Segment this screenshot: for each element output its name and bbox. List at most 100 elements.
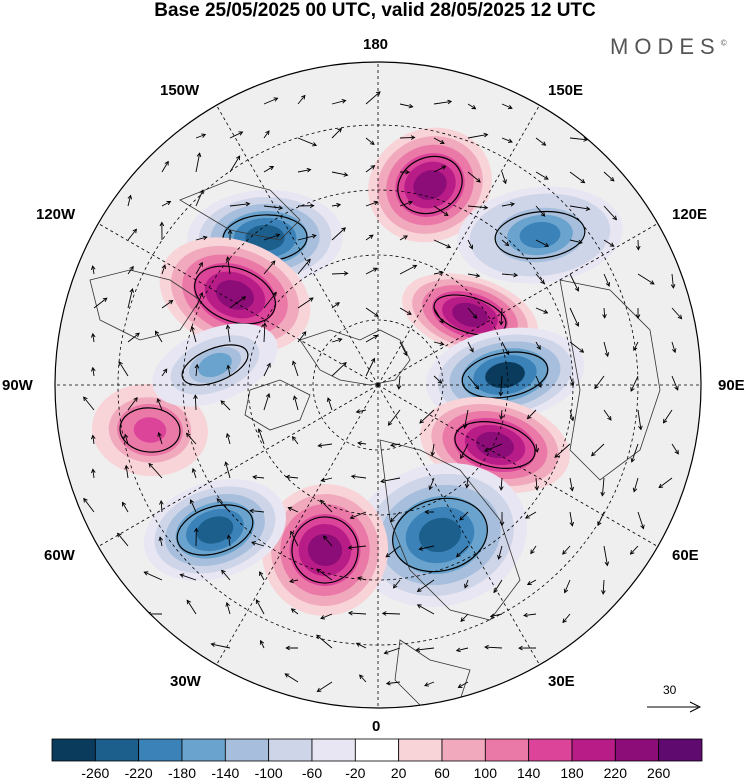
wind-vector <box>118 361 129 377</box>
wind-vector <box>226 364 231 377</box>
wind-vector <box>430 443 436 457</box>
wind-vector <box>225 601 231 615</box>
wind-vector <box>365 267 378 275</box>
wind-vector <box>189 499 197 513</box>
wind-vector <box>433 375 443 384</box>
wind-vector <box>365 234 374 241</box>
wind-vector <box>569 375 575 387</box>
wind-vector <box>390 511 401 523</box>
wind-vector <box>90 265 96 275</box>
wind-vector <box>534 443 540 453</box>
wind-vector <box>569 137 589 142</box>
colorbar-tick-label: 60 <box>434 765 450 781</box>
wind-vector <box>381 611 401 616</box>
wind-vector <box>399 169 411 175</box>
colorbar-tick-label: 100 <box>473 765 497 781</box>
map-title: Base 25/05/2025 00 UTC, valid 28/05/2025… <box>154 0 596 21</box>
wind-vector <box>433 137 445 144</box>
wind-vector <box>399 135 416 140</box>
latitude-circle <box>312 319 444 451</box>
wind-vector <box>284 673 299 683</box>
wind-vector <box>319 499 333 513</box>
wind-vector <box>161 201 172 207</box>
wind-vector <box>671 375 679 391</box>
wind-vector <box>290 608 299 615</box>
wind-vector <box>263 130 270 139</box>
wind-vector <box>501 171 507 185</box>
wind-vector <box>399 307 412 315</box>
wind-vector <box>534 477 540 491</box>
wind-vector <box>535 171 549 180</box>
wind-vector <box>535 137 547 146</box>
wind-vector <box>498 375 504 397</box>
wind-vectors <box>83 91 683 693</box>
wind-vector <box>161 160 169 173</box>
wind-vector <box>603 409 612 421</box>
wind-vector <box>83 497 95 513</box>
colorbar-swatch <box>398 738 443 762</box>
wind-vector <box>633 341 639 352</box>
wind-vector <box>154 330 163 343</box>
wind-vector <box>156 397 163 411</box>
wind-vector <box>259 571 265 581</box>
wind-vector <box>603 545 610 567</box>
wind-vector <box>148 462 163 479</box>
wind-vector <box>499 511 505 527</box>
wind-vector <box>263 165 275 173</box>
wind-vector <box>484 644 503 650</box>
colorbar-tick-label: -220 <box>124 765 153 781</box>
meridian-line <box>377 219 664 386</box>
wind-vector <box>359 674 367 683</box>
wind-vector <box>428 477 435 491</box>
wind-vector <box>671 307 683 320</box>
wind-vector <box>195 189 204 207</box>
wind-vector <box>635 239 641 251</box>
lon-label-30e: 30E <box>548 673 575 690</box>
wind-vector <box>263 291 277 309</box>
wind-vector <box>603 341 610 358</box>
wind-vector <box>320 477 333 483</box>
wind-vector <box>526 579 537 586</box>
wind-vector <box>467 205 489 210</box>
lon-label-30w: 30W <box>170 673 201 690</box>
wind-vector <box>569 239 583 245</box>
colorbar-swatch <box>658 738 703 762</box>
map-border <box>54 61 702 709</box>
wind-vector <box>467 171 481 183</box>
wind-vector <box>662 409 673 424</box>
wind-vector <box>349 511 367 520</box>
wind-vector <box>159 500 164 513</box>
wind-vector <box>603 273 611 287</box>
wind-vector <box>357 576 367 581</box>
wind-vector <box>601 579 606 595</box>
meridian-line <box>92 219 379 386</box>
wind-vector <box>385 545 401 558</box>
meridian-line <box>377 99 544 386</box>
wind-vector <box>226 534 232 547</box>
wind-vector <box>320 613 333 620</box>
wind-vector <box>121 501 129 513</box>
wind-vector <box>263 362 271 377</box>
colorbar-tick-label: 260 <box>646 765 671 781</box>
colorbar-swatch <box>441 738 486 762</box>
wind-vector <box>249 508 265 514</box>
wind-vector <box>347 610 367 616</box>
colorbar-swatch <box>311 738 356 762</box>
wind-vector <box>290 530 299 547</box>
wind-vector <box>225 324 231 343</box>
wind-vector <box>467 341 474 353</box>
wind-vector <box>90 332 96 343</box>
wind-vector <box>416 579 435 592</box>
wind-vector <box>569 409 575 422</box>
wind-vector <box>464 579 469 589</box>
wind-vector <box>433 239 452 249</box>
lon-label-180: 180 <box>363 36 389 53</box>
wind-vector <box>467 375 480 390</box>
wind-vector <box>127 194 133 207</box>
wind-vector <box>535 239 550 247</box>
wind-vector <box>535 375 542 389</box>
wind-vector <box>350 474 367 479</box>
wind-vector <box>186 599 197 615</box>
wind-vector <box>385 680 401 686</box>
wind-vector <box>535 273 545 285</box>
